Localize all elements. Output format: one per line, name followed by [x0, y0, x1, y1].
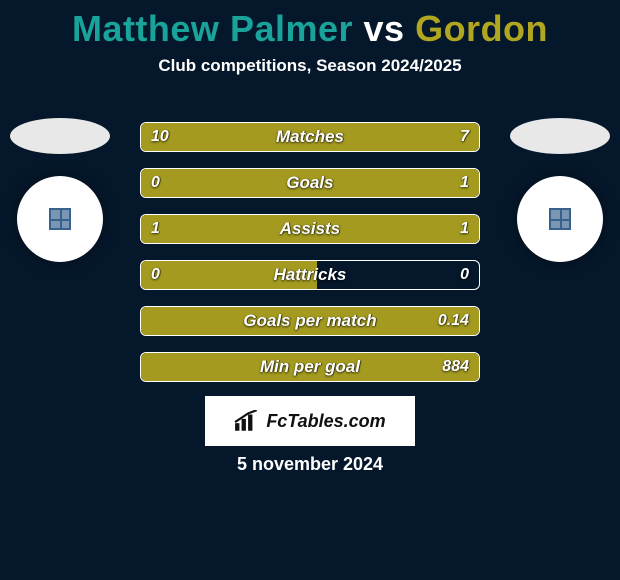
stat-bar: 884Min per goal	[140, 352, 480, 382]
player-right-flag	[510, 118, 610, 154]
player-left-avatar	[17, 176, 103, 262]
brand-chart-icon	[234, 410, 260, 432]
stat-bar: 107Matches	[140, 122, 480, 152]
player-right-slot	[510, 118, 610, 262]
avatar-placeholder-icon	[549, 208, 571, 230]
stat-bar: 0.14Goals per match	[140, 306, 480, 336]
title-player2: Gordon	[415, 8, 548, 49]
player-left-slot	[10, 118, 110, 262]
stat-bar: 00Hattricks	[140, 260, 480, 290]
brand-badge: FcTables.com	[205, 396, 415, 446]
stat-bar: 11Assists	[140, 214, 480, 244]
stat-bars-container: 107Matches 01Goals 11Assists 00Hattricks 0.1…	[140, 122, 480, 398]
stat-label: Goals per match	[141, 307, 479, 335]
comparison-title: Matthew Palmer vs Gordon	[0, 0, 620, 50]
snapshot-date: 5 november 2024	[0, 454, 620, 475]
stat-label: Min per goal	[141, 353, 479, 381]
player-right-avatar	[517, 176, 603, 262]
stat-bar: 01Goals	[140, 168, 480, 198]
brand-text: FcTables.com	[266, 411, 385, 432]
stat-label: Assists	[141, 215, 479, 243]
stat-label: Goals	[141, 169, 479, 197]
stat-label: Hattricks	[141, 261, 479, 289]
title-vs: vs	[353, 8, 415, 49]
player-left-flag	[10, 118, 110, 154]
subtitle: Club competitions, Season 2024/2025	[0, 56, 620, 76]
stat-label: Matches	[141, 123, 479, 151]
avatar-placeholder-icon	[49, 208, 71, 230]
title-player1: Matthew Palmer	[72, 8, 353, 49]
